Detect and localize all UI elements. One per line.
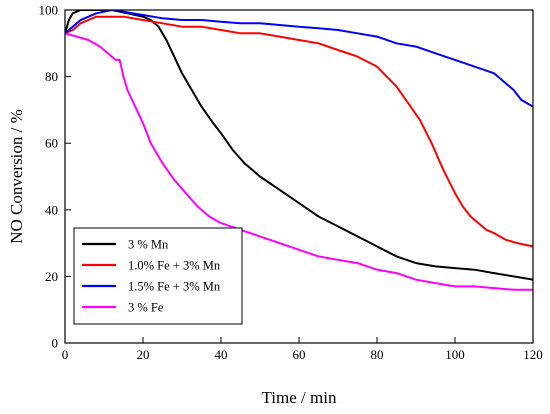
- y-tick-label: 0: [52, 336, 59, 351]
- y-axis-title: NO Conversion / %: [7, 109, 26, 244]
- x-tick-label: 40: [215, 347, 228, 362]
- series-line-1: [65, 10, 533, 281]
- legend-label: 3 % Mn: [128, 238, 169, 252]
- series-line-2: [65, 15, 533, 248]
- x-tick-label: 20: [137, 347, 150, 362]
- y-tick-label: 100: [39, 3, 59, 18]
- series-line-4: [65, 32, 533, 291]
- x-axis-title: Time / min: [262, 388, 337, 407]
- y-tick-label: 20: [45, 269, 58, 284]
- legend-label: 3 % Fe: [128, 301, 164, 315]
- x-tick-label: 100: [445, 347, 465, 362]
- x-tick-label: 120: [523, 347, 543, 362]
- series-line-3: [65, 10, 533, 108]
- legend-label: 1.5% Fe + 3% Mn: [128, 280, 221, 294]
- legend: 3 % Mn 1.0% Fe + 3% Mn 1.5% Fe + 3% Mn 3 % …: [73, 227, 243, 325]
- series-layer: [65, 10, 533, 291]
- y-tick-label: 80: [45, 69, 58, 84]
- x-tick-label: 60: [293, 347, 306, 362]
- y-tick-label: 60: [45, 136, 58, 151]
- legend-label: 1.0% Fe + 3% Mn: [128, 259, 221, 273]
- ticks-layer: 0 20 40 60 80 100 120 0 20 40 60 80 100: [39, 3, 543, 363]
- x-tick-label: 0: [62, 347, 69, 362]
- x-tick-label: 80: [371, 347, 384, 362]
- y-tick-label: 40: [45, 202, 58, 217]
